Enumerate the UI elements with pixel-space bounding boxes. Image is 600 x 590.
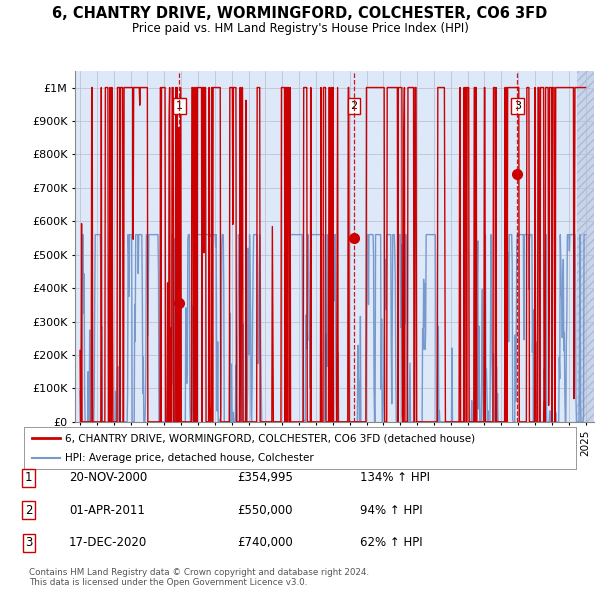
Text: 94% ↑ HPI: 94% ↑ HPI bbox=[360, 504, 422, 517]
Text: 3: 3 bbox=[514, 101, 521, 111]
Text: Contains HM Land Registry data © Crown copyright and database right 2024.: Contains HM Land Registry data © Crown c… bbox=[29, 568, 369, 577]
Text: 1: 1 bbox=[176, 101, 183, 111]
Text: 62% ↑ HPI: 62% ↑ HPI bbox=[360, 536, 422, 549]
Text: 134% ↑ HPI: 134% ↑ HPI bbox=[360, 471, 430, 484]
Text: 2: 2 bbox=[350, 101, 358, 111]
Text: 20-NOV-2000: 20-NOV-2000 bbox=[69, 471, 147, 484]
Text: Price paid vs. HM Land Registry's House Price Index (HPI): Price paid vs. HM Land Registry's House … bbox=[131, 22, 469, 35]
Text: 2: 2 bbox=[25, 504, 32, 517]
Text: This data is licensed under the Open Government Licence v3.0.: This data is licensed under the Open Gov… bbox=[29, 578, 307, 587]
Text: £550,000: £550,000 bbox=[237, 504, 293, 517]
Text: 01-APR-2011: 01-APR-2011 bbox=[69, 504, 145, 517]
Text: 17-DEC-2020: 17-DEC-2020 bbox=[69, 536, 147, 549]
Text: 1: 1 bbox=[25, 471, 32, 484]
Text: 6, CHANTRY DRIVE, WORMINGFORD, COLCHESTER, CO6 3FD: 6, CHANTRY DRIVE, WORMINGFORD, COLCHESTE… bbox=[52, 6, 548, 21]
Text: £354,995: £354,995 bbox=[237, 471, 293, 484]
Text: 6, CHANTRY DRIVE, WORMINGFORD, COLCHESTER, CO6 3FD (detached house): 6, CHANTRY DRIVE, WORMINGFORD, COLCHESTE… bbox=[65, 433, 476, 443]
Text: £740,000: £740,000 bbox=[237, 536, 293, 549]
Text: HPI: Average price, detached house, Colchester: HPI: Average price, detached house, Colc… bbox=[65, 454, 314, 463]
Bar bbox=[577, 71, 594, 422]
Text: 3: 3 bbox=[25, 536, 32, 549]
